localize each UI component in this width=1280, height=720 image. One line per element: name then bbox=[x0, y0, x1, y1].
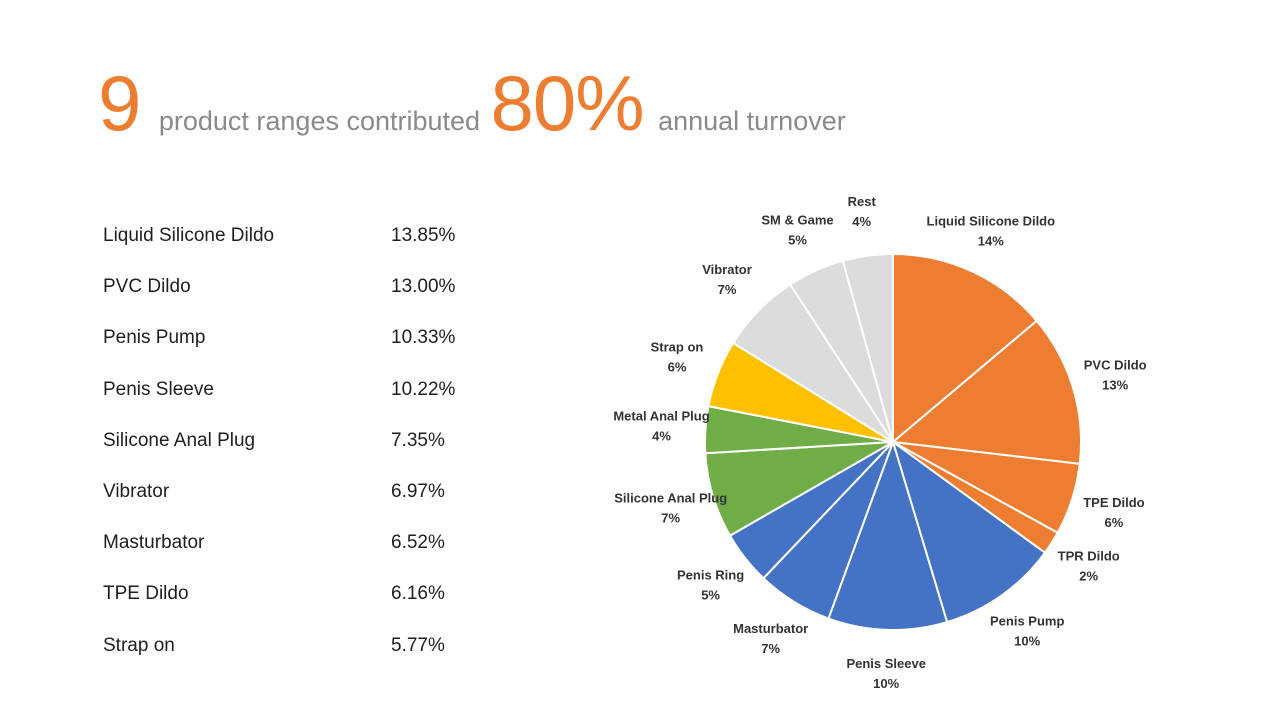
table-row: PVC Dildo 13.00% bbox=[103, 273, 523, 324]
data-label: PVC Dildo 13% bbox=[1084, 357, 1147, 392]
product-share: 6.97% bbox=[391, 480, 445, 502]
pie-chart: Liquid Silicone Dildo 14% PVC Dildo 13% TPE … bbox=[613, 195, 1147, 691]
table-row: Penis Pump 10.33% bbox=[103, 324, 523, 375]
headline-text-2: annual turnover bbox=[658, 106, 846, 136]
product-share: 13.00% bbox=[391, 276, 456, 298]
data-label: TPE Dildo 6% bbox=[1083, 495, 1144, 530]
data-label: Metal Anal Plug 4% bbox=[613, 409, 709, 444]
product-name: Masturbator bbox=[103, 532, 205, 554]
data-label: Vibrator 7% bbox=[702, 262, 752, 297]
product-share: 10.33% bbox=[391, 327, 456, 349]
pie-slice-penis-sleeve bbox=[827, 438, 949, 632]
data-label: Penis Pump 10% bbox=[990, 613, 1064, 648]
product-range-table: Liquid Silicone Dildo 13.85% PVC Dildo 1… bbox=[103, 222, 523, 683]
data-label: Penis Sleeve 10% bbox=[846, 656, 926, 691]
product-name: Vibrator bbox=[103, 480, 170, 502]
data-label: Penis Ring 5% bbox=[677, 567, 744, 602]
pie-slice-penis-pump bbox=[891, 439, 1047, 624]
table-row: TPE Dildo 6.16% bbox=[103, 580, 523, 631]
headline-text-1: product ranges contributed bbox=[158, 106, 481, 136]
table-row: Masturbator 6.52% bbox=[103, 529, 523, 580]
product-share: 5.77% bbox=[391, 634, 445, 656]
table-row: Vibrator 6.97% bbox=[103, 478, 523, 529]
table-row: Strap on 5.77% bbox=[103, 632, 523, 683]
product-name: TPE Dildo bbox=[103, 583, 189, 605]
data-label: Rest 4% bbox=[848, 195, 877, 229]
table-row: Penis Sleeve 10.22% bbox=[103, 376, 523, 427]
product-share: 10.22% bbox=[391, 378, 456, 400]
pie-slice-pvc-dildo bbox=[890, 319, 1082, 466]
table-row: Liquid Silicone Dildo 13.85% bbox=[103, 222, 523, 273]
data-label: Strap on 6% bbox=[651, 339, 704, 374]
headline: 9 product ranges contributed 80% annual … bbox=[98, 58, 852, 149]
pie-slice-rest bbox=[841, 252, 894, 443]
data-label: Masturbator 7% bbox=[733, 621, 808, 656]
product-name: Penis Sleeve bbox=[103, 378, 214, 400]
data-label: SM & Game 5% bbox=[761, 213, 833, 248]
product-name: PVC Dildo bbox=[103, 276, 191, 298]
product-name: Strap on bbox=[103, 634, 175, 656]
headline-percent: 80% bbox=[490, 59, 645, 147]
table-row: Silicone Anal Plug 7.35% bbox=[103, 427, 523, 478]
product-share: 7.35% bbox=[391, 429, 445, 451]
product-name: Silicone Anal Plug bbox=[103, 429, 256, 451]
data-label: Silicone Anal Plug 7% bbox=[614, 491, 727, 526]
data-label: TPR Dildo 2% bbox=[1058, 549, 1120, 584]
data-label: Liquid Silicone Dildo 14% bbox=[927, 214, 1056, 249]
headline-count: 9 bbox=[98, 59, 141, 147]
product-name: Liquid Silicone Dildo bbox=[103, 225, 275, 246]
product-share: 6.52% bbox=[391, 532, 445, 554]
product-share: 13.85% bbox=[391, 225, 456, 246]
product-share: 6.16% bbox=[391, 583, 445, 605]
pie-slice-liquid-silicone-dildo bbox=[892, 252, 1039, 445]
product-name: Penis Pump bbox=[103, 327, 206, 349]
